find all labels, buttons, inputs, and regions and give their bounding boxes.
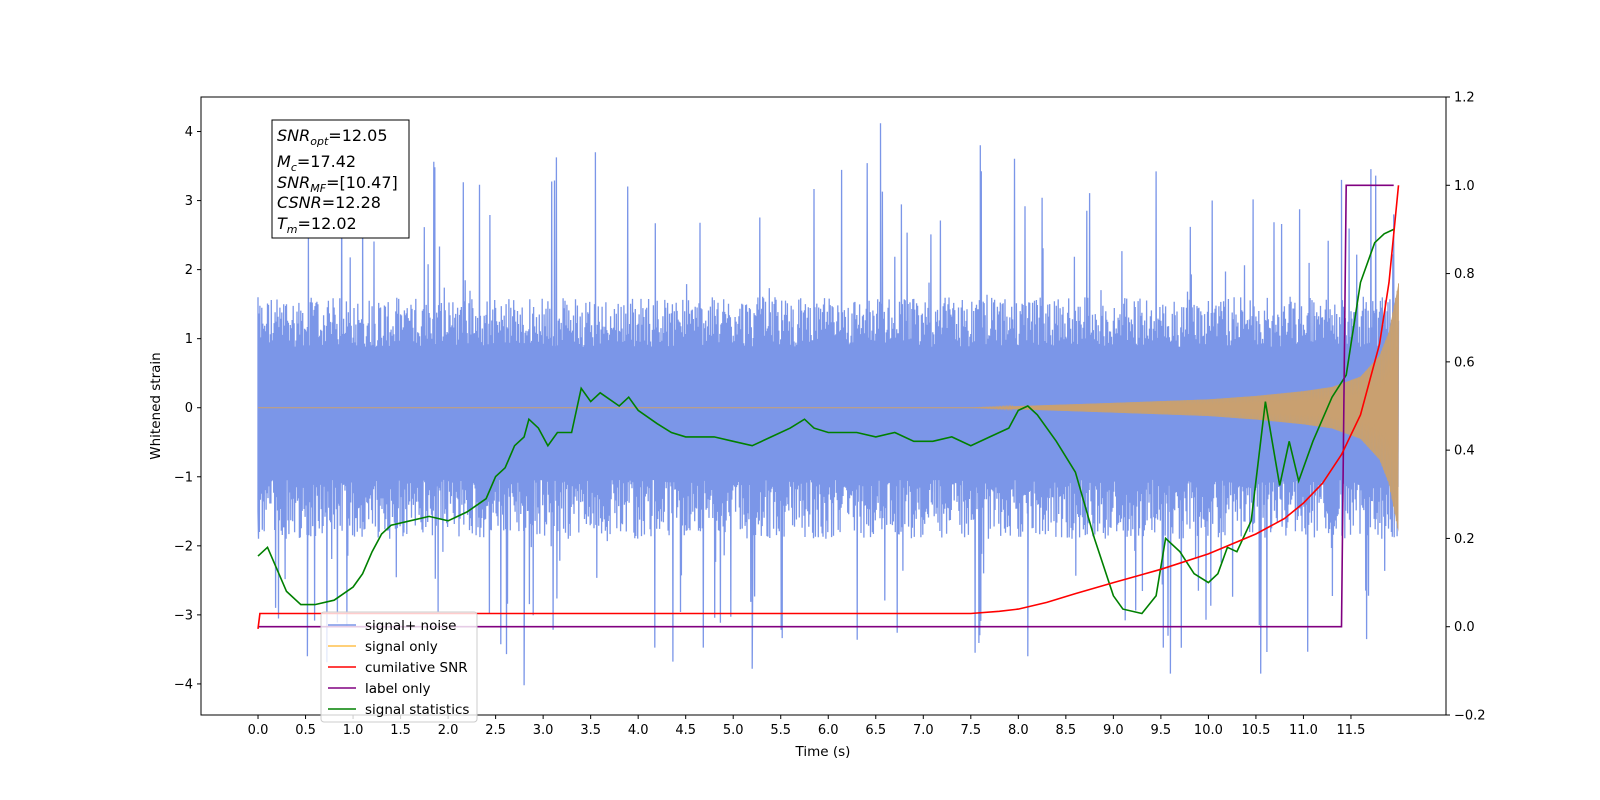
axes-frame [200,96,1447,716]
y-tick-label: −2 [174,539,193,554]
y-tick-label: 1 [185,332,193,347]
y-tick-label: −4 [174,677,193,692]
legend-entry-label: label only label [328,681,431,697]
legend-label-signal-noise: signal+ noise [365,618,456,634]
y2-tick-label: 1.2 [1454,91,1475,106]
y-tick-label: −3 [174,608,193,623]
y2-tick-label: 0.0 [1454,620,1475,635]
y-tick-label: 3 [185,194,193,209]
legend-entry-signal-only: signal only [328,639,438,655]
series-signal-noise [257,123,1400,686]
x-tick-label: 10.0 [1194,723,1223,738]
axis-ticks: 0.0 0.5 1.0 1.5 2.0 2.5 3.0 3.5 4.0 4.5 5.0 5.5 6.0 6… [174,91,1486,739]
series-label [258,184,1394,628]
x-tick-label: 11.0 [1289,723,1318,738]
x-tick-label: 8.5 [1056,723,1077,738]
x-tick-label: 4.0 [628,723,649,738]
legend: signal+ noise signal only cumilative SNR… [320,611,478,723]
plot-area [257,123,1400,686]
legend-entry-signal-noise: signal+ noise [328,618,456,634]
x-tick-label: 3.0 [533,723,554,738]
x-axis-label: Time (s) [795,744,851,760]
y2-tick-label: 0.2 [1454,532,1475,547]
y2-tick-label: 0.6 [1454,355,1475,370]
legend-label-label: label [365,681,398,697]
x-tick-label: 9.0 [1103,723,1124,738]
x-tick-label: 1.5 [390,723,411,738]
legend-label-cumulative-snr: cumilative SNR [365,660,468,676]
y2-tick-label: 0.4 [1454,444,1475,459]
legend-entry-signal-statistics: signal statistics [328,702,469,718]
x-tick-label: 1.0 [343,723,364,738]
x-tick-label: 7.0 [913,723,934,738]
legend-label-signal-statistics: signal statistics [365,702,469,718]
info-snr-mf: SNRMF=[10.47] [277,173,398,195]
x-tick-label: 2.0 [438,723,459,738]
x-tick-label: 8.0 [1008,723,1029,738]
info-csnr: CSNR=12.28 [277,193,381,212]
info-box: SNRopt=12.05 Mc=17.42 SNRMF=[10.47] CSNR… [271,119,410,239]
y2-tick-label: 1.0 [1454,179,1475,194]
y2-tick-label: −0.2 [1454,709,1486,724]
info-tm: Tm=12.02 [277,214,357,236]
legend-entry-cumulative-snr: cumilative SNR [328,660,468,676]
x-tick-label: 10.5 [1241,723,1270,738]
x-tick-label: 0.0 [248,723,269,738]
info-mc: Mc=17.42 [277,152,356,174]
x-tick-label: 2.5 [485,723,506,738]
x-tick-label: 0.5 [295,723,316,738]
x-tick-label: 5.5 [770,723,791,738]
x-tick-label: 4.5 [675,723,696,738]
legend-label-signal-only: signal only [365,639,438,655]
x-tick-label: 9.5 [1151,723,1172,738]
info-snr-opt: SNRopt=12.05 [277,126,388,148]
y-tick-label: 2 [185,263,193,278]
y-tick-label: −1 [174,470,193,485]
y-axis-label: Whitened strain [148,352,164,459]
x-tick-label: 7.5 [960,723,981,738]
y-tick-label: 4 [185,125,193,140]
series-cumulative-snr [257,185,1400,629]
series-signal-statistics [257,228,1395,615]
y2-tick-label: 0.8 [1454,267,1475,282]
series-signal-only [258,283,1399,529]
x-tick-label: 6.5 [865,723,886,738]
y-tick-label: 0 [185,401,193,416]
x-tick-label: 11.5 [1336,723,1365,738]
x-tick-label: 6.0 [818,723,839,738]
x-tick-label: 5.0 [723,723,744,738]
x-tick-label: 3.5 [580,723,601,738]
